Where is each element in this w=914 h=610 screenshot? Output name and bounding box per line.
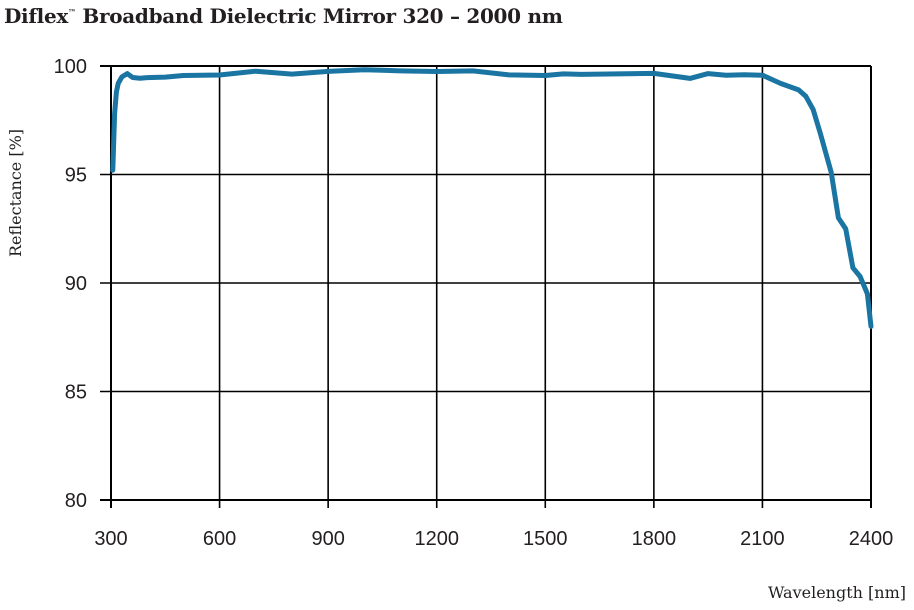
y-tick-label: 90 [65, 273, 87, 295]
x-axis-label: Wavelength [nm] [768, 583, 906, 602]
y-tick-label: 85 [65, 382, 87, 404]
y-axis-label: Reflectance [%] [6, 129, 25, 257]
x-tick-label: 900 [311, 528, 344, 550]
y-tick-label: 100 [54, 56, 87, 78]
title-rest: Broadband Dielectric Mirror 320 – 2000 n… [75, 4, 563, 28]
x-tick-label: 300 [94, 528, 127, 550]
reflectance-curve [110, 67, 874, 329]
x-axis-ticks: 300 600 900 1200 1500 1800 2100 2400 [94, 528, 893, 550]
y-tick-label: 95 [65, 165, 87, 187]
trademark-mark: ™ [68, 7, 76, 17]
y-tick-label: 80 [65, 490, 87, 512]
x-tick-label: 600 [203, 528, 236, 550]
x-tick-label: 1800 [632, 528, 677, 550]
x-tick-label: 1200 [414, 528, 459, 550]
y-axis-ticks: 80 85 90 95 100 [54, 56, 87, 512]
title-main: Diflex [4, 4, 68, 28]
x-tick-label: 2100 [740, 528, 785, 550]
x-tick-label: 2400 [849, 528, 894, 550]
chart-title: Diflex™ Broadband Dielectric Mirror 320 … [4, 4, 563, 28]
x-tick-label: 1500 [523, 528, 568, 550]
grid-lines [100, 65, 872, 508]
